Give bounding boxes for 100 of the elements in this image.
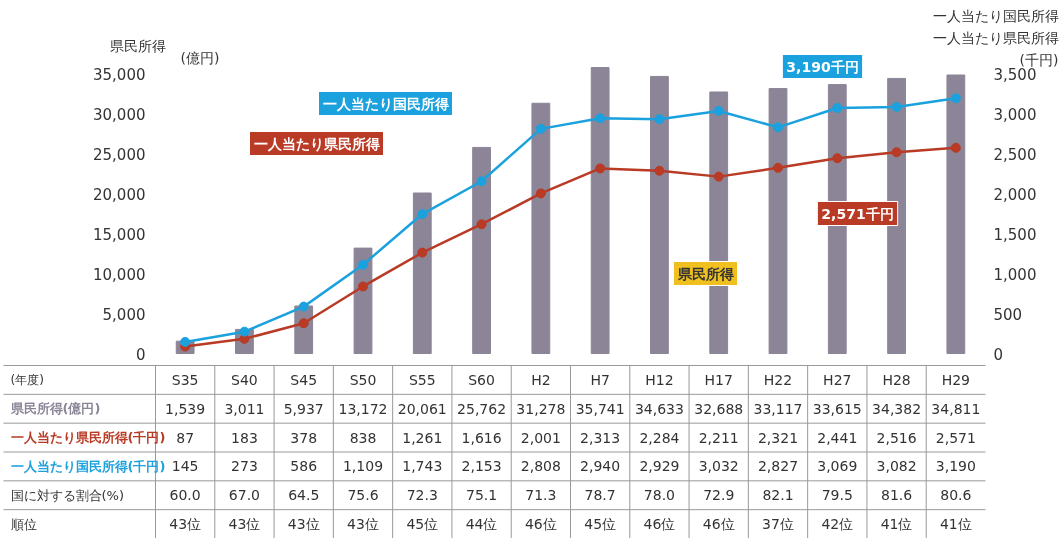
data-label: 2,211 — [698, 429, 739, 446]
data-label: 3,011 — [224, 400, 265, 417]
y-tick-label: 25,000 — [93, 145, 146, 164]
data-label: 25,762 — [457, 400, 507, 417]
data-label: 2,516 — [876, 429, 917, 446]
text: 81.6 — [880, 487, 913, 504]
point — [950, 93, 961, 104]
data-label: 2,153 — [461, 458, 502, 475]
x-tick-label: S50 — [349, 371, 377, 388]
text: 44位 — [465, 516, 498, 533]
point — [713, 171, 724, 182]
text: 国に対する割合(%) — [10, 487, 124, 503]
text: 41位 — [939, 516, 972, 533]
data-label: 2,827 — [757, 458, 799, 475]
point — [773, 162, 783, 173]
x-axis-title: (年度) — [10, 372, 44, 387]
text: 67.0 — [228, 487, 261, 504]
text: 78.0 — [643, 487, 676, 504]
text: 一人当たり県民所得 — [932, 29, 1059, 46]
point — [535, 123, 546, 134]
text: 46位 — [643, 516, 676, 533]
point — [713, 105, 724, 116]
data-label: 2,441 — [817, 429, 858, 446]
text: 75.6 — [347, 487, 379, 504]
point — [773, 122, 783, 133]
text: 一人当たり国民所得(千円) — [10, 458, 166, 474]
x-tick-label: H2 — [531, 371, 551, 388]
y-tick-label: 0 — [135, 345, 146, 364]
text: 41位 — [880, 516, 913, 533]
point — [417, 209, 428, 220]
data-label: 838 — [349, 429, 377, 446]
point — [239, 326, 250, 337]
y-tick-label: 35,000 — [93, 65, 146, 84]
annotation: 一人当たり国民所得 — [322, 95, 449, 112]
y2-tick-label: 1,500 — [993, 225, 1037, 244]
annotation: 2,571千円 — [821, 205, 894, 222]
text: 一人当たり国民所得 — [932, 7, 1059, 24]
data-label: 2,929 — [639, 458, 680, 475]
point — [832, 102, 843, 113]
x-tick-label: H17 — [704, 371, 733, 388]
text: 37位 — [762, 516, 794, 533]
data-label: 34,811 — [931, 400, 981, 417]
data-label: 2,284 — [639, 429, 680, 446]
data-label: 5,937 — [283, 400, 324, 417]
y-tick-label: 5,000 — [102, 305, 146, 324]
bar — [412, 192, 432, 354]
y2-tick-label: 1,000 — [993, 265, 1037, 284]
data-label: 20,061 — [397, 400, 447, 417]
data-label: 2,571 — [935, 429, 976, 446]
text: 県民所得(億円) — [9, 401, 101, 417]
point — [298, 301, 309, 312]
annotation: 一人当たり県民所得 — [253, 135, 380, 152]
point — [358, 259, 368, 270]
data-label: 1,261 — [402, 429, 443, 446]
text: 一人当たり県民所得(千円) — [10, 430, 166, 446]
x-tick-label: S60 — [468, 371, 495, 388]
point — [535, 188, 546, 199]
text: 82.1 — [762, 487, 794, 504]
y-tick-label: 20,000 — [93, 185, 146, 204]
y2-tick-label: 2,000 — [993, 185, 1037, 204]
x-tick-label: H29 — [941, 371, 971, 388]
data-label: 586 — [290, 458, 318, 475]
text: 71.3 — [525, 487, 557, 504]
text: 46位 — [524, 516, 557, 533]
y2-tick-label: 2,500 — [993, 145, 1037, 164]
x-tick-label: H28 — [882, 371, 911, 388]
y-tick-label: 15,000 — [93, 225, 146, 244]
x-tick-label: S55 — [408, 371, 436, 388]
text: 42位 — [821, 516, 854, 533]
text: 43位 — [287, 516, 320, 533]
y-axis-title: 県民所得 — [109, 37, 166, 54]
point — [891, 147, 902, 158]
data-label: 35,741 — [575, 400, 625, 417]
data-label: 3,069 — [817, 458, 858, 475]
data-label: 3,190 — [935, 458, 976, 475]
data-label: 34,633 — [634, 400, 684, 417]
text: 79.5 — [821, 487, 853, 504]
data-label: 2,808 — [520, 458, 561, 475]
text: 80.6 — [940, 487, 972, 504]
text: 78.7 — [584, 487, 616, 504]
text: 順位 — [10, 516, 37, 532]
data-label: 145 — [171, 458, 199, 475]
text: 72.9 — [703, 487, 735, 504]
x-tick-label: H22 — [763, 371, 793, 388]
point — [595, 113, 606, 124]
x-tick-label: S45 — [290, 371, 318, 388]
bar — [650, 75, 669, 354]
y-tick-label: 10,000 — [93, 265, 146, 284]
x-tick-label: H12 — [645, 371, 674, 388]
y-tick-label: 30,000 — [93, 105, 146, 124]
data-label: 34,382 — [872, 400, 922, 417]
x-tick-label: S40 — [231, 371, 258, 388]
data-label: 2,940 — [580, 458, 621, 475]
point — [595, 163, 606, 174]
text: 72.3 — [406, 487, 438, 504]
data-label: 32,688 — [694, 400, 744, 417]
data-label: 87 — [176, 429, 195, 446]
data-label: 33,615 — [812, 400, 862, 417]
data-label: 3,032 — [698, 458, 739, 475]
point — [950, 142, 961, 153]
